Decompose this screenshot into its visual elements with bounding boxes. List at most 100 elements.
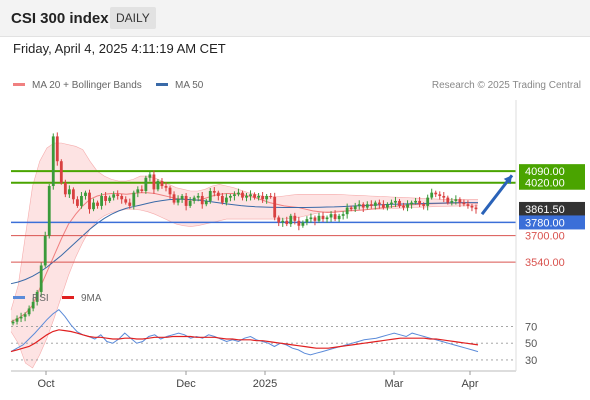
candle-body xyxy=(212,191,216,193)
candle-body xyxy=(132,192,136,206)
candle-body xyxy=(446,197,450,203)
candle-body xyxy=(241,192,244,198)
candle-body xyxy=(204,200,208,205)
candle-body xyxy=(442,195,446,198)
price-level-label-5: 3540.00 xyxy=(525,257,565,269)
candle-body xyxy=(353,205,357,210)
candle-body xyxy=(269,195,273,197)
candle-body xyxy=(329,214,333,218)
candle-body xyxy=(27,308,31,315)
candle-body xyxy=(390,202,393,205)
candle-body xyxy=(43,235,47,266)
candle-body xyxy=(277,217,281,223)
candle-body xyxy=(76,199,79,206)
candle-body xyxy=(55,136,59,162)
candle-body xyxy=(422,204,426,206)
rsi-tick-label-0: 70 xyxy=(525,321,537,333)
candle-body xyxy=(112,194,116,198)
legend-rsi-label: RSI xyxy=(32,293,49,304)
price-level-label-0: 4090.00 xyxy=(525,166,565,178)
candle-body xyxy=(245,195,248,198)
candle-body xyxy=(261,195,265,200)
candle-body xyxy=(337,215,341,220)
legend-rsi-ma-label: 9MA xyxy=(81,293,102,304)
candle-body xyxy=(386,204,389,208)
candle-body xyxy=(398,200,401,206)
price-level-box-3 xyxy=(519,215,585,230)
candle-body xyxy=(341,214,345,216)
candle-body xyxy=(176,199,180,203)
candle-body xyxy=(220,195,224,203)
x-tick-label-3: Mar xyxy=(385,378,404,390)
candle-body xyxy=(15,318,19,322)
candle-body xyxy=(381,204,385,208)
bollinger-upper-line xyxy=(10,142,478,311)
legend-rsi-ma: 9MA xyxy=(62,293,102,304)
x-axis: Oct Dec 2025 Mar Apr xyxy=(11,100,517,390)
candle-body xyxy=(265,195,269,200)
candle-body xyxy=(301,222,305,226)
period-badge[interactable]: DAILY xyxy=(110,7,156,29)
rsi-ma-swatch-icon xyxy=(62,295,74,299)
datetime-label: Friday, April 4, 2025 4:11:19 AM CET xyxy=(13,41,226,56)
candle-body xyxy=(253,194,256,198)
legend-bollinger: MA 20 + Bollinger Bands xyxy=(13,80,142,91)
candle-body xyxy=(285,220,289,225)
candle-body xyxy=(313,217,317,221)
candle-body xyxy=(59,161,63,183)
candle-body xyxy=(152,174,156,190)
legend-ma50: MA 50 xyxy=(156,80,203,91)
legend-bollinger-label: MA 20 + Bollinger Bands xyxy=(32,80,142,91)
research-credit: Research © 2025 Trading Central xyxy=(431,80,581,91)
candle-body xyxy=(233,194,236,196)
legend-rsi: RSI xyxy=(13,293,49,304)
rsi-ma-line xyxy=(10,329,479,353)
candle-body xyxy=(120,195,124,200)
candle-body xyxy=(168,187,172,195)
candle-body xyxy=(80,195,83,206)
candle-body xyxy=(458,199,462,203)
candle-body xyxy=(180,195,184,200)
candle-body xyxy=(325,217,329,220)
bollinger-lower-line xyxy=(10,205,478,369)
price-level-label-2: 3861.50 xyxy=(525,204,565,216)
candle-body xyxy=(200,195,204,205)
candle-body xyxy=(67,189,71,195)
candle-body xyxy=(450,200,454,203)
candle-body xyxy=(373,202,377,206)
candle-body xyxy=(297,220,301,226)
candle-body xyxy=(357,204,361,206)
candle-body xyxy=(184,195,188,206)
candle-body xyxy=(257,195,260,198)
candle-body xyxy=(100,195,103,206)
candle-body xyxy=(426,197,430,206)
candle-body xyxy=(365,204,369,208)
candle-body xyxy=(410,202,413,205)
candle-body xyxy=(309,217,313,220)
rsi-tick-label-2: 30 xyxy=(525,355,537,367)
candle-body xyxy=(224,197,228,203)
price-level-box-2 xyxy=(519,201,585,216)
candle-body xyxy=(402,205,405,208)
candle-body xyxy=(474,207,478,210)
price-level-box-0 xyxy=(519,164,585,179)
candle-body xyxy=(84,192,87,196)
candle-body xyxy=(96,202,99,206)
candle-body xyxy=(369,204,373,206)
candle-body xyxy=(462,202,466,205)
candle-body xyxy=(454,199,458,201)
candle-body xyxy=(333,214,337,220)
candle-body xyxy=(229,195,232,198)
price-level-label-4: 3700.00 xyxy=(525,231,565,243)
candle-body xyxy=(128,202,132,206)
candle-body xyxy=(47,186,51,236)
candle-body xyxy=(394,200,397,203)
candle-body xyxy=(414,200,418,203)
candle-body xyxy=(116,194,120,196)
candle-body xyxy=(164,186,168,188)
rsi-swatch-icon xyxy=(13,295,25,299)
candle-body xyxy=(160,181,164,187)
candle-body xyxy=(281,220,285,223)
